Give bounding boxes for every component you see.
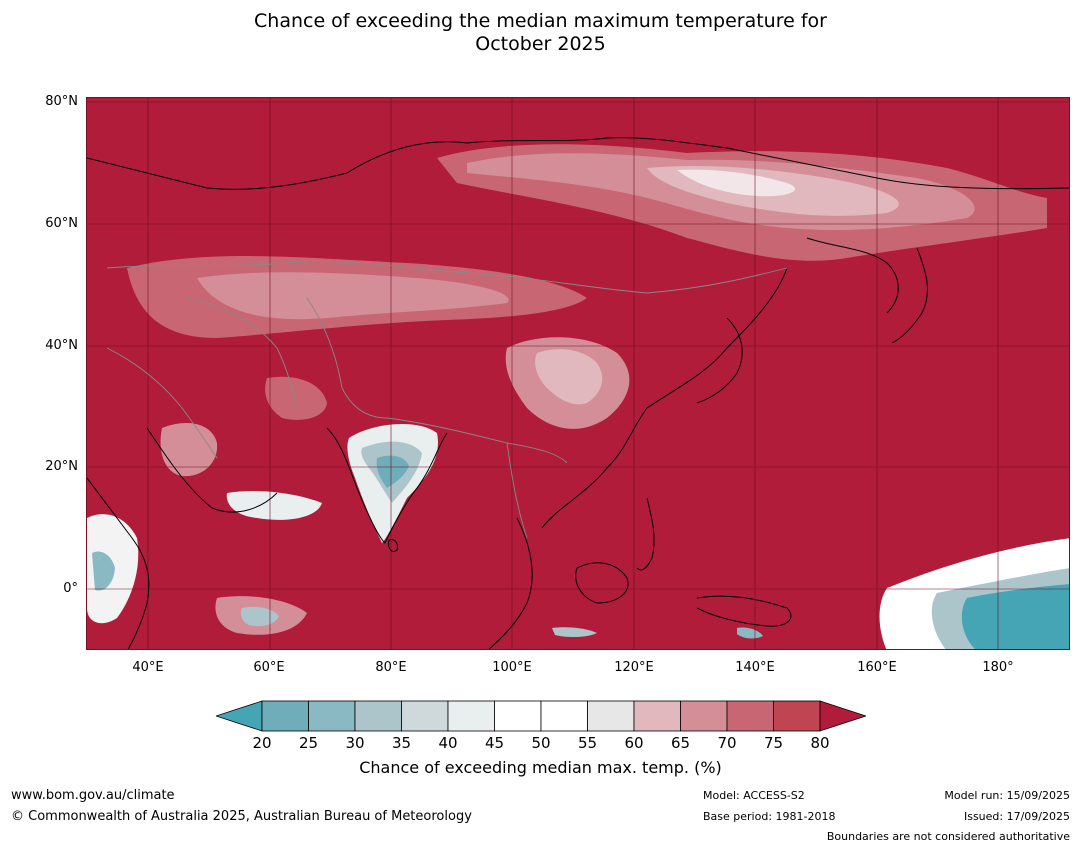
lon-tick-80e: 80°E (375, 660, 407, 675)
lat-tick-20n: 20°N (45, 459, 78, 474)
colorbar-label: Chance of exceeding median max. temp. (%… (359, 758, 722, 777)
lon-tick-100e: 100°E (492, 660, 532, 675)
region-india-25pct (376, 455, 409, 488)
footer-model-run: Model run: 15/09/2025 (944, 789, 1070, 802)
lon-tick-140e: 140°E (735, 660, 775, 675)
coastline-southeast-asia (488, 517, 533, 649)
colorbar-segment (354, 700, 402, 732)
lat-tick-60n: 60°N (45, 216, 78, 231)
map-title-line2: October 2025 (475, 33, 606, 55)
colorbar-tick-label: 80 (810, 734, 830, 752)
colorbar-tick-label: 60 (624, 734, 644, 752)
coastline-new-guinea (696, 595, 792, 627)
coastlines (87, 137, 1069, 649)
coastline-sri-lanka (388, 539, 398, 553)
boundary-central-asia (186, 297, 298, 409)
region-horn-africa-30pct (92, 551, 115, 591)
colorbar-segment (680, 700, 728, 732)
lon-tick-180: 180° (982, 660, 1014, 675)
colorbar-segment (540, 700, 588, 732)
colorbar-segment (401, 700, 449, 732)
coastline-japan (696, 317, 743, 404)
colorbar-segment (633, 700, 681, 732)
coastline-india (326, 427, 448, 544)
colorbar-tick-label: 30 (345, 734, 365, 752)
region-pacific-20pct (961, 584, 1069, 649)
region-iran-70pct (265, 376, 327, 420)
footer-copyright: © Commonwealth of Australia 2025, Austra… (11, 809, 472, 824)
colorbar-segment (308, 700, 356, 732)
coastline-kamchatka (891, 247, 928, 344)
colorbar-segment (261, 700, 309, 732)
coastline-arabia (146, 427, 278, 513)
lon-tick-40e: 40°E (132, 660, 164, 675)
footer-disclaimer: Boundaries are not considered authoritat… (826, 830, 1070, 843)
colorbar-tick-label: 20 (252, 734, 272, 752)
footer-base-period: Base period: 1981-2018 (703, 810, 836, 823)
region-somalia-coast (226, 491, 322, 520)
colorbar-tick-label: 75 (763, 734, 784, 752)
forecast-map-canvas (87, 98, 1069, 649)
coastline-arctic (87, 137, 1069, 190)
lon-tick-60e: 60°E (253, 660, 285, 675)
lat-tick-80n: 80°N (45, 94, 78, 109)
coastline-sea-of-okhotsk (806, 237, 899, 314)
colorbar-segment (587, 700, 635, 732)
region-siberia-55pct (677, 169, 796, 197)
footer-model: Model: ACCESS-S2 (703, 789, 805, 802)
colorbar-tick-label: 50 (531, 734, 551, 752)
colorbar-segment (773, 700, 821, 732)
boundary-china-west (306, 297, 388, 419)
lon-tick-120e: 120°E (614, 660, 654, 675)
colorbar-tick-label: 70 (717, 734, 737, 752)
boundary-china-south (386, 417, 568, 464)
region-arabia-65pct (160, 423, 218, 477)
footer-issued: Issued: 17/09/2025 (963, 810, 1070, 823)
region-indian-ocean-core (240, 606, 279, 627)
footer-url[interactable]: www.bom.gov.au/climate (11, 788, 175, 803)
colorbar-tick-label: 65 (670, 734, 691, 752)
region-central-asia-65pct (197, 272, 509, 320)
lat-tick-40n: 40°N (45, 338, 78, 353)
colorbar-graphic (214, 700, 868, 732)
colorbar-tick-label: 25 (298, 734, 319, 752)
colorbar-tick-label: 35 (391, 734, 412, 752)
colorbar-segment (494, 700, 542, 732)
colorbar-tick-label: 45 (484, 734, 505, 752)
region-java-patch (552, 627, 597, 638)
coastline-philippines (636, 497, 655, 571)
boundary-russia-south (106, 261, 788, 294)
colorbar-over-arrow (819, 700, 868, 732)
boundary-middle-east (106, 347, 218, 459)
colorbar (214, 700, 868, 732)
map-title: Chance of exceeding the median maximum t… (0, 10, 1081, 56)
region-new-guinea-patch (737, 627, 763, 639)
coastline-east-asia (541, 267, 788, 529)
colorbar-tick-label: 40 (438, 734, 458, 752)
lat-tick-0: 0° (63, 581, 78, 596)
lon-tick-160e: 160°E (857, 660, 897, 675)
colorbar-tick-label: 55 (577, 734, 598, 752)
region-east-china-60pct (535, 349, 603, 405)
country-boundaries (106, 261, 788, 539)
forecast-map (86, 97, 1070, 650)
probability-shading (87, 144, 1069, 649)
map-title-line1: Chance of exceeding the median maximum t… (254, 10, 827, 32)
boundary-southeast-asia (506, 442, 528, 539)
colorbar-under-arrow (214, 700, 263, 732)
colorbar-segment (726, 700, 774, 732)
coastline-africa (87, 477, 150, 649)
colorbar-segment (447, 700, 495, 732)
coastline-borneo (575, 562, 629, 604)
